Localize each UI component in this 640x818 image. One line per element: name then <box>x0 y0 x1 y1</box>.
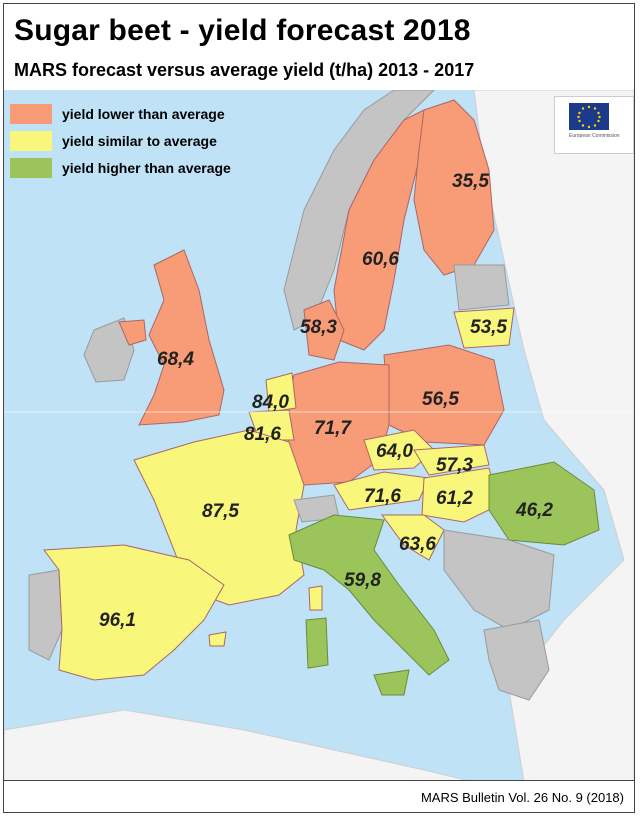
region-croatia <box>381 514 445 561</box>
region-poland <box>383 344 505 446</box>
value-label-france: 87,5 <box>202 501 239 522</box>
land-north-africa <box>4 709 475 783</box>
value-label-croatia: 63,6 <box>399 534 436 555</box>
map-header: Sugar beet - yield forecast 2018 MARS fo… <box>4 4 634 90</box>
value-label-belgium: 81,6 <box>244 424 281 445</box>
value-label-poland: 56,5 <box>422 389 459 410</box>
value-label-czechia: 64,0 <box>376 441 413 462</box>
legend-label-higher: yield higher than average <box>62 159 231 176</box>
region-uk <box>138 249 225 426</box>
land-northeast <box>473 89 634 783</box>
region-belgium <box>248 409 295 441</box>
legend-item-higher: yield higher than average <box>10 154 231 181</box>
value-label-spain: 96,1 <box>99 610 136 631</box>
legend-swatch-lower <box>10 103 52 124</box>
region-italy <box>288 514 450 676</box>
eu-flag-icon <box>569 103 609 130</box>
value-label-slovakia: 57,3 <box>436 455 473 476</box>
value-label-hungary: 61,2 <box>436 488 473 509</box>
region-balkans <box>443 529 555 631</box>
value-label-denmark: 58,3 <box>300 317 337 338</box>
legend: yield lower than average yield similar t… <box>10 100 231 181</box>
legend-swatch-higher <box>10 157 52 178</box>
legend-item-lower: yield lower than average <box>10 100 231 127</box>
region-ireland <box>83 317 135 383</box>
source-note: MARS Bulletin Vol. 26 No. 9 (2018) <box>420 790 624 805</box>
region-estonia-latvia <box>453 264 510 311</box>
map-subtitle: MARS forecast versus average yield (t/ha… <box>14 60 475 80</box>
logo-text: European Commission <box>569 133 620 139</box>
value-label-germany: 71,7 <box>314 418 351 439</box>
legend-item-similar: yield similar to average <box>10 127 231 154</box>
legend-swatch-similar <box>10 130 52 151</box>
region-corsica <box>308 585 323 611</box>
region-lithuania <box>453 307 515 349</box>
region-greece <box>483 619 550 701</box>
value-label-finland: 35,5 <box>452 171 489 192</box>
footer: MARS Bulletin Vol. 26 No. 9 (2018) <box>4 780 634 812</box>
legend-label-similar: yield similar to average <box>62 132 217 149</box>
region-sicily <box>373 669 410 696</box>
region-portugal <box>28 569 63 661</box>
value-label-romania: 46,2 <box>516 500 553 521</box>
value-label-sweden: 60,6 <box>362 249 399 270</box>
region-spain <box>43 544 225 681</box>
region-netherlands <box>265 372 297 413</box>
european-commission-logo: European Commission <box>554 96 634 154</box>
region-sardinia <box>305 617 329 669</box>
map-title: Sugar beet - yield forecast 2018 <box>14 14 471 47</box>
region-denmark <box>303 299 345 361</box>
region-romania <box>488 461 600 546</box>
map-frame: Sugar beet - yield forecast 2018 MARS fo… <box>3 3 635 813</box>
region-france <box>133 429 305 606</box>
region-northern-ireland <box>118 319 147 346</box>
region-balearic <box>208 631 227 647</box>
region-hungary <box>421 467 500 523</box>
europe-map <box>4 89 634 783</box>
value-label-austria: 71,6 <box>364 486 401 507</box>
legend-label-lower: yield lower than average <box>62 105 225 122</box>
value-label-netherlands: 84,0 <box>252 392 289 413</box>
value-label-uk: 68,4 <box>157 349 194 370</box>
map-area <box>4 89 634 783</box>
region-slovakia <box>413 444 490 476</box>
value-label-lithuania: 53,5 <box>470 317 507 338</box>
value-label-italy: 59,8 <box>344 570 381 591</box>
